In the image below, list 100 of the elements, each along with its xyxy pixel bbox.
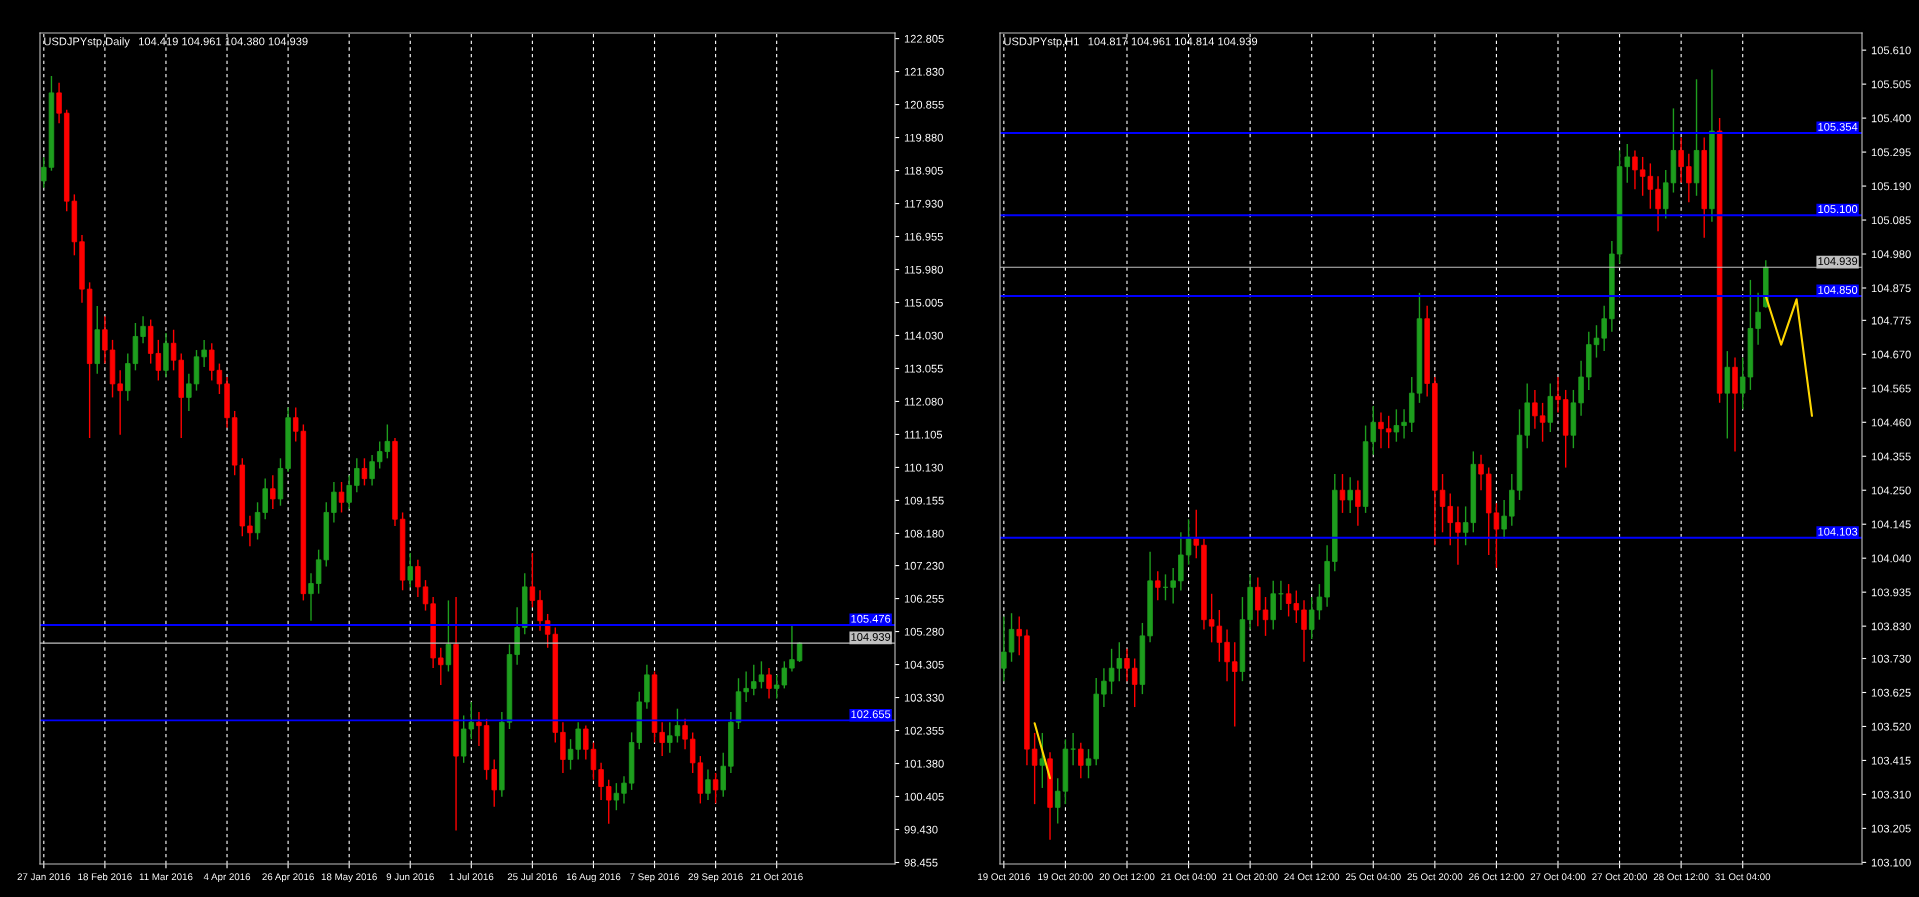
chart-subtitle: 104.419 104.961 104.380 104.939 — [139, 37, 308, 46]
ref-line-label: 105.476 — [851, 614, 891, 623]
y-tick-label: 105.400 — [1871, 114, 1911, 123]
candlestick — [1039, 732, 1046, 789]
candlestick — [712, 772, 719, 805]
y-tick-label: 115.980 — [904, 265, 943, 274]
y-tick-label: 104.250 — [1871, 486, 1911, 495]
x-tick-label: 27 Oct 20:00 — [1592, 873, 1648, 881]
x-tick-label: 24 Oct 12:00 — [1284, 873, 1340, 881]
candlestick — [613, 782, 620, 811]
x-tick-label: 9 Jun 2016 — [386, 873, 434, 881]
candlestick — [529, 552, 536, 608]
candlestick — [1570, 389, 1577, 449]
y-tick-label: 105.280 — [904, 627, 944, 636]
y-tick-label: 121.830 — [904, 67, 944, 76]
ref-line-label: 104.939 — [851, 633, 891, 641]
x-tick-label: 11 Mar 2016 — [139, 873, 193, 881]
candlestick — [720, 751, 726, 798]
x-tick-label: 25 Jul 2016 — [507, 873, 558, 881]
chart-title: USDJPYstp,Daily — [44, 37, 130, 48]
y-tick-label: 101.380 — [904, 759, 944, 768]
candlestick — [1185, 518, 1192, 566]
candlestick — [445, 599, 452, 673]
candlestick — [1193, 508, 1199, 559]
x-tick-label: 19 Oct 20:00 — [1038, 873, 1093, 881]
x-tick-label: 19 Oct 2016 — [978, 873, 1030, 881]
y-tick-label: 103.100 — [1871, 858, 1911, 867]
line-series — [1764, 295, 1814, 417]
y-tick-label: 104.355 — [1871, 452, 1911, 461]
y-tick-label: 104.875 — [1871, 284, 1911, 293]
y-tick-label: 102.355 — [904, 726, 944, 735]
x-tick-label: 16 Aug 2016 — [566, 873, 621, 883]
ref-line-label: 104.939 — [1818, 257, 1858, 266]
candlestick — [438, 647, 444, 686]
y-tick-label: 103.205 — [1871, 824, 1911, 833]
y-tick-label: 104.980 — [1871, 250, 1911, 259]
x-tick-label: 18 May 2016 — [321, 873, 377, 883]
candlestick — [1524, 382, 1530, 449]
y-tick-label: 99.430 — [904, 825, 938, 834]
y-tick-label: 110.130 — [904, 463, 943, 472]
ref-line-label: 105.100 — [1818, 205, 1858, 213]
x-tick-label: 26 Apr 2016 — [262, 873, 314, 883]
candlestick — [1016, 615, 1022, 656]
candlestick — [1270, 580, 1276, 631]
x-tick-label: 27 Oct 04:00 — [1530, 873, 1586, 881]
ref-line-label: 105.354 — [1818, 122, 1858, 131]
x-tick-label: 27 Jan 2016 — [17, 873, 71, 881]
x-tick-label: 31 Oct 04:00 — [1715, 873, 1771, 881]
y-tick-label: 115.005 — [904, 298, 943, 307]
y-tick-label: 105.190 — [1871, 182, 1911, 191]
x-tick-label: 21 Oct 2016 — [750, 873, 803, 881]
y-tick-label: 118.905 — [904, 166, 943, 175]
candlestick — [1070, 732, 1076, 766]
y-tick-label: 103.330 — [904, 693, 944, 702]
y-tick-label: 107.230 — [904, 561, 944, 570]
y-tick-label: 100.405 — [904, 792, 944, 801]
y-tick-label: 109.155 — [904, 496, 944, 505]
y-tick-label: 117.930 — [904, 199, 943, 208]
candlestick — [1385, 415, 1392, 449]
candlestick — [1724, 350, 1731, 440]
candlestick — [1393, 408, 1400, 443]
candlestick — [1131, 657, 1138, 708]
x-tick-label: 21 Oct 04:00 — [1161, 873, 1217, 881]
x-tick-label: 4 Apr 2016 — [203, 873, 251, 883]
y-tick-label: 104.040 — [1871, 554, 1911, 563]
x-tick-label: 28 Oct 12:00 — [1653, 873, 1709, 881]
candlestick — [1031, 732, 1038, 805]
candlestick — [1586, 330, 1592, 391]
y-tick-label: 120.855 — [904, 100, 944, 109]
chart-title: USDJPYstp,H1 — [1004, 37, 1079, 48]
candlestick — [1008, 612, 1015, 663]
x-tick-label: 7 Sep 2016 — [630, 873, 679, 883]
ref-line-label: 102.655 — [851, 710, 891, 719]
y-tick-label: 106.255 — [904, 594, 944, 603]
candlestick — [1562, 389, 1569, 469]
y-tick-label: 113.055 — [904, 364, 943, 373]
y-tick-label: 103.625 — [1871, 688, 1911, 697]
ref-line-label: 104.103 — [1818, 527, 1858, 536]
candlestick — [86, 281, 93, 439]
x-tick-label: 29 Sep 2016 — [688, 873, 743, 883]
x-tick-label: 21 Oct 20:00 — [1222, 873, 1278, 881]
candlestick — [1539, 402, 1546, 443]
y-tick-label: 103.520 — [1871, 722, 1911, 731]
y-tick-label: 103.730 — [1871, 654, 1911, 663]
candlestick — [1716, 117, 1723, 404]
x-tick-label: 18 Feb 2016 — [78, 873, 132, 881]
y-tick-label: 103.935 — [1871, 588, 1911, 597]
x-tick-label: 20 Oct 12:00 — [1099, 873, 1155, 881]
candlestick — [94, 305, 100, 375]
x-tick-label: 26 Oct 12:00 — [1469, 873, 1524, 881]
candlestick — [1239, 596, 1246, 682]
candlestick — [1139, 622, 1146, 695]
y-tick-label: 122.805 — [904, 34, 944, 43]
y-tick-label: 105.295 — [1871, 148, 1911, 157]
y-tick-label: 104.775 — [1871, 316, 1911, 325]
y-tick-label: 105.505 — [1871, 80, 1911, 89]
candlestick — [1701, 136, 1707, 239]
ref-line-label: 104.850 — [1818, 286, 1858, 294]
y-tick-label: 103.310 — [1871, 790, 1911, 799]
y-tick-label: 103.830 — [1871, 622, 1911, 631]
